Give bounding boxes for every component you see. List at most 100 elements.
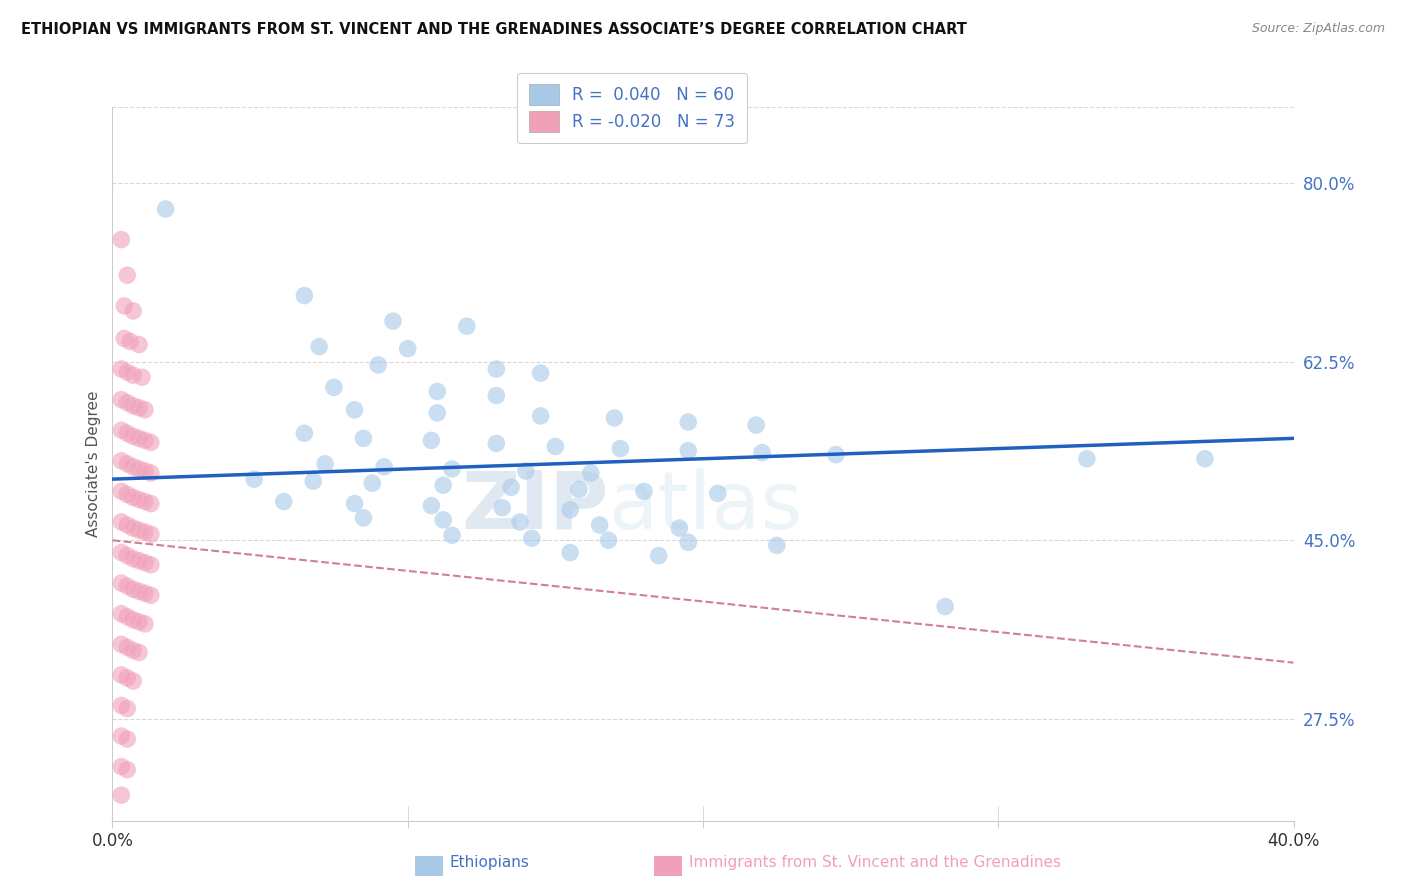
Point xyxy=(117,763,138,777)
Point xyxy=(420,499,443,513)
Point xyxy=(343,402,366,417)
Point xyxy=(579,466,602,480)
Point xyxy=(588,518,610,533)
Point xyxy=(110,668,132,682)
Point xyxy=(128,584,150,599)
Point xyxy=(122,582,145,597)
Text: Ethiopians: Ethiopians xyxy=(450,855,530,870)
Point xyxy=(934,599,956,614)
Point xyxy=(128,554,150,568)
Point xyxy=(117,487,138,501)
Point xyxy=(117,701,138,715)
Point xyxy=(509,515,531,529)
Point xyxy=(117,365,138,379)
Point xyxy=(131,370,153,384)
Point xyxy=(117,579,138,593)
Point xyxy=(441,462,464,476)
Point xyxy=(139,466,162,480)
Point xyxy=(112,331,135,345)
Point xyxy=(426,384,449,399)
Point xyxy=(382,314,405,328)
Point xyxy=(122,673,145,688)
Point xyxy=(110,233,132,247)
Point xyxy=(373,459,395,474)
Point xyxy=(110,788,132,802)
Point xyxy=(396,342,419,356)
Point xyxy=(501,480,523,494)
Point xyxy=(117,457,138,471)
Point xyxy=(122,399,145,413)
Point xyxy=(598,533,620,548)
Point xyxy=(491,500,513,515)
Point xyxy=(122,459,145,474)
Point xyxy=(426,406,449,420)
Point xyxy=(128,337,150,351)
Point xyxy=(110,698,132,713)
Point xyxy=(633,484,655,499)
Point xyxy=(1076,451,1098,466)
Point xyxy=(122,429,145,443)
Point xyxy=(1194,451,1216,466)
Point xyxy=(352,511,374,525)
Point xyxy=(302,474,325,488)
Point xyxy=(110,392,132,407)
Point xyxy=(420,434,443,448)
Point xyxy=(110,729,132,743)
Point xyxy=(609,442,631,456)
Point xyxy=(117,395,138,409)
Point xyxy=(122,304,145,318)
Point xyxy=(441,528,464,542)
Point xyxy=(668,521,690,535)
Point xyxy=(139,435,162,450)
Point xyxy=(139,497,162,511)
Point xyxy=(122,521,145,535)
Point xyxy=(110,484,132,499)
Point xyxy=(110,423,132,437)
Point xyxy=(292,288,315,302)
Text: Source: ZipAtlas.com: Source: ZipAtlas.com xyxy=(1251,22,1385,36)
Point xyxy=(515,464,537,478)
Point xyxy=(117,549,138,563)
Point xyxy=(110,362,132,376)
Point xyxy=(122,368,145,383)
Y-axis label: Associate's Degree: Associate's Degree xyxy=(86,391,101,537)
Text: atlas: atlas xyxy=(609,467,803,546)
Point xyxy=(485,436,508,450)
Point xyxy=(112,299,135,313)
Point xyxy=(314,457,336,471)
Point xyxy=(134,556,156,570)
Point xyxy=(110,607,132,621)
Point xyxy=(128,615,150,629)
Point xyxy=(292,426,315,441)
Point xyxy=(432,513,454,527)
Point xyxy=(308,340,330,354)
Point xyxy=(134,494,156,508)
Point xyxy=(117,609,138,624)
Point xyxy=(128,523,150,537)
Point xyxy=(134,434,156,448)
Point xyxy=(134,402,156,417)
Point xyxy=(110,545,132,559)
Point xyxy=(558,502,582,516)
Point xyxy=(706,486,728,500)
Point xyxy=(678,415,700,429)
Point xyxy=(134,616,156,631)
Point xyxy=(128,462,150,476)
Point xyxy=(110,515,132,529)
Point xyxy=(117,268,138,283)
Point xyxy=(678,443,700,458)
Point xyxy=(529,409,551,423)
Point xyxy=(139,588,162,602)
Point xyxy=(568,483,591,497)
Point xyxy=(155,202,177,216)
Point xyxy=(122,551,145,566)
Point xyxy=(128,492,150,507)
Point xyxy=(544,440,567,454)
Point xyxy=(110,637,132,651)
Point xyxy=(122,643,145,657)
Point xyxy=(117,426,138,441)
Point xyxy=(122,613,145,627)
Point xyxy=(603,411,626,425)
Point xyxy=(485,388,508,402)
Point xyxy=(647,549,671,563)
